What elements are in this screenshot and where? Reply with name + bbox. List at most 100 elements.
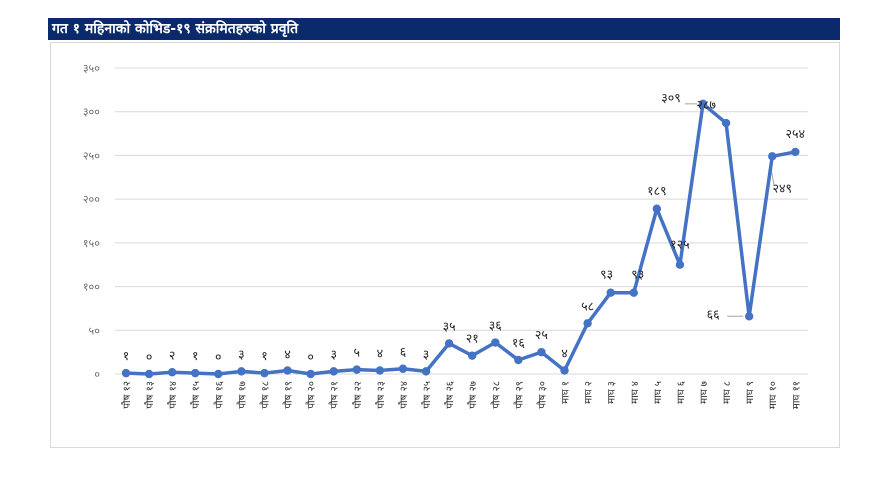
data-point [791,147,800,157]
x-tick-label: पौष २९ [513,381,525,409]
x-tick-label: माघ ८ [722,381,733,404]
x-tick-label: पौष २३ [375,381,387,409]
data-label: ६ [400,344,407,359]
x-tick-label: पौष ३० [536,381,548,409]
data-point [306,369,315,379]
data-label: ० [146,349,153,364]
data-label: १ [192,348,199,363]
data-label: १८९ [647,183,667,198]
x-tick-label: पौष १५ [190,381,202,409]
data-point [398,364,408,373]
x-tick-label: पौष १४ [167,381,179,409]
x-tick-label: पौष १६ [213,381,225,409]
data-point [375,366,385,375]
series-line [125,102,796,376]
y-tick-label: ३५० [83,62,100,75]
data-point [537,347,546,357]
data-point [698,99,708,109]
data-point [560,366,569,375]
x-tick-label: पौष २१ [329,381,341,409]
data-point [468,351,477,360]
data-point [237,367,246,376]
y-tick-label: १५० [83,237,100,250]
data-point [491,338,500,347]
data-label: ५ [354,345,361,360]
x-tick-label: माघ २ [584,381,595,404]
data-label: २ [169,347,176,362]
data-point [768,152,777,161]
data-point [329,367,338,376]
x-tick-label: पौष १८ [259,381,271,409]
data-point [214,369,223,379]
chart-frame [50,42,840,448]
y-tick-label: २५० [83,149,100,162]
y-tick-label: ३०० [83,106,100,119]
data-label: ० [307,349,314,364]
x-tick-label: माघ ९ [745,381,756,404]
x-tick-label: माघ १ [561,381,572,404]
data-label: १६ [512,335,525,350]
data-label: ४ [284,347,291,362]
data-label: १ [261,348,268,363]
x-tick-label: माघ ४ [630,381,641,404]
data-point [606,288,615,297]
x-tick-label: पौष २५ [421,381,433,409]
y-tick-label: १०० [83,281,100,294]
data-point [652,204,662,213]
x-tick-label: पौष २० [306,381,318,409]
data-label: ३ [330,346,337,361]
data-label: २१ [466,331,479,346]
data-point [583,319,592,328]
data-label: ३६ [489,318,502,333]
data-label: २५४ [786,126,806,141]
y-tick-label: २०० [83,193,100,206]
data-point [352,365,361,374]
x-tick-label: पौष २७ [467,381,479,409]
x-tick-label: पौष १२ [121,381,133,409]
x-tick-label: पौष २६ [444,381,456,409]
data-point [514,355,523,365]
x-tick-label: पौष २४ [398,381,410,409]
x-tick-label: पौष १९ [283,381,295,409]
data-point [721,118,731,128]
x-tick-label: माघ ३ [607,381,618,404]
data-point [744,312,754,321]
data-label: १ [123,348,130,363]
data-label: ३ [423,346,430,361]
x-tick-label: माघ ११ [791,381,802,409]
y-tick-label: ५० [89,324,101,337]
data-label: ३ [238,346,245,361]
data-label: ३५ [443,318,456,333]
data-points [121,99,800,379]
x-axis-ticks: पौष १२ पौष १३ पौष १४ पौष १५ पौष १६ पौष १७ पौष … [121,381,802,409]
data-label: २४९ [772,180,792,195]
data-point [167,368,177,377]
data-label: १२५ [670,237,690,252]
data-label: ३०९ [661,90,681,105]
x-tick-label: पौष १७ [236,381,248,409]
data-label: ५८ [581,298,594,313]
data-label: २८७ [696,97,716,112]
y-tick-label: ० [94,368,100,381]
x-tick-label: माघ ७ [699,381,710,404]
x-tick-label: माघ ५ [653,381,664,404]
data-label: ९३ [631,267,644,282]
gridlines [115,67,808,375]
data-point [191,368,200,378]
data-label: ४ [561,346,568,361]
data-point [144,369,154,379]
data-label: ६६ [707,306,720,321]
x-tick-label: माघ १० [768,381,779,409]
data-point [444,339,454,348]
data-label: २५ [535,327,548,342]
data-label: ४ [377,346,384,361]
data-point [421,367,431,376]
data-point [675,260,685,269]
x-tick-label: माघ ६ [676,381,687,404]
chart-title: गत १ महिनाको कोभिड-१९ संक्रमितहरुको प्रव… [48,18,840,40]
data-label: ९३ [600,267,613,282]
x-tick-label: पौष २८ [490,381,502,409]
y-axis-ticks: ० ५० १०० १५० २०० २५० ३०० ३५० [83,62,100,381]
